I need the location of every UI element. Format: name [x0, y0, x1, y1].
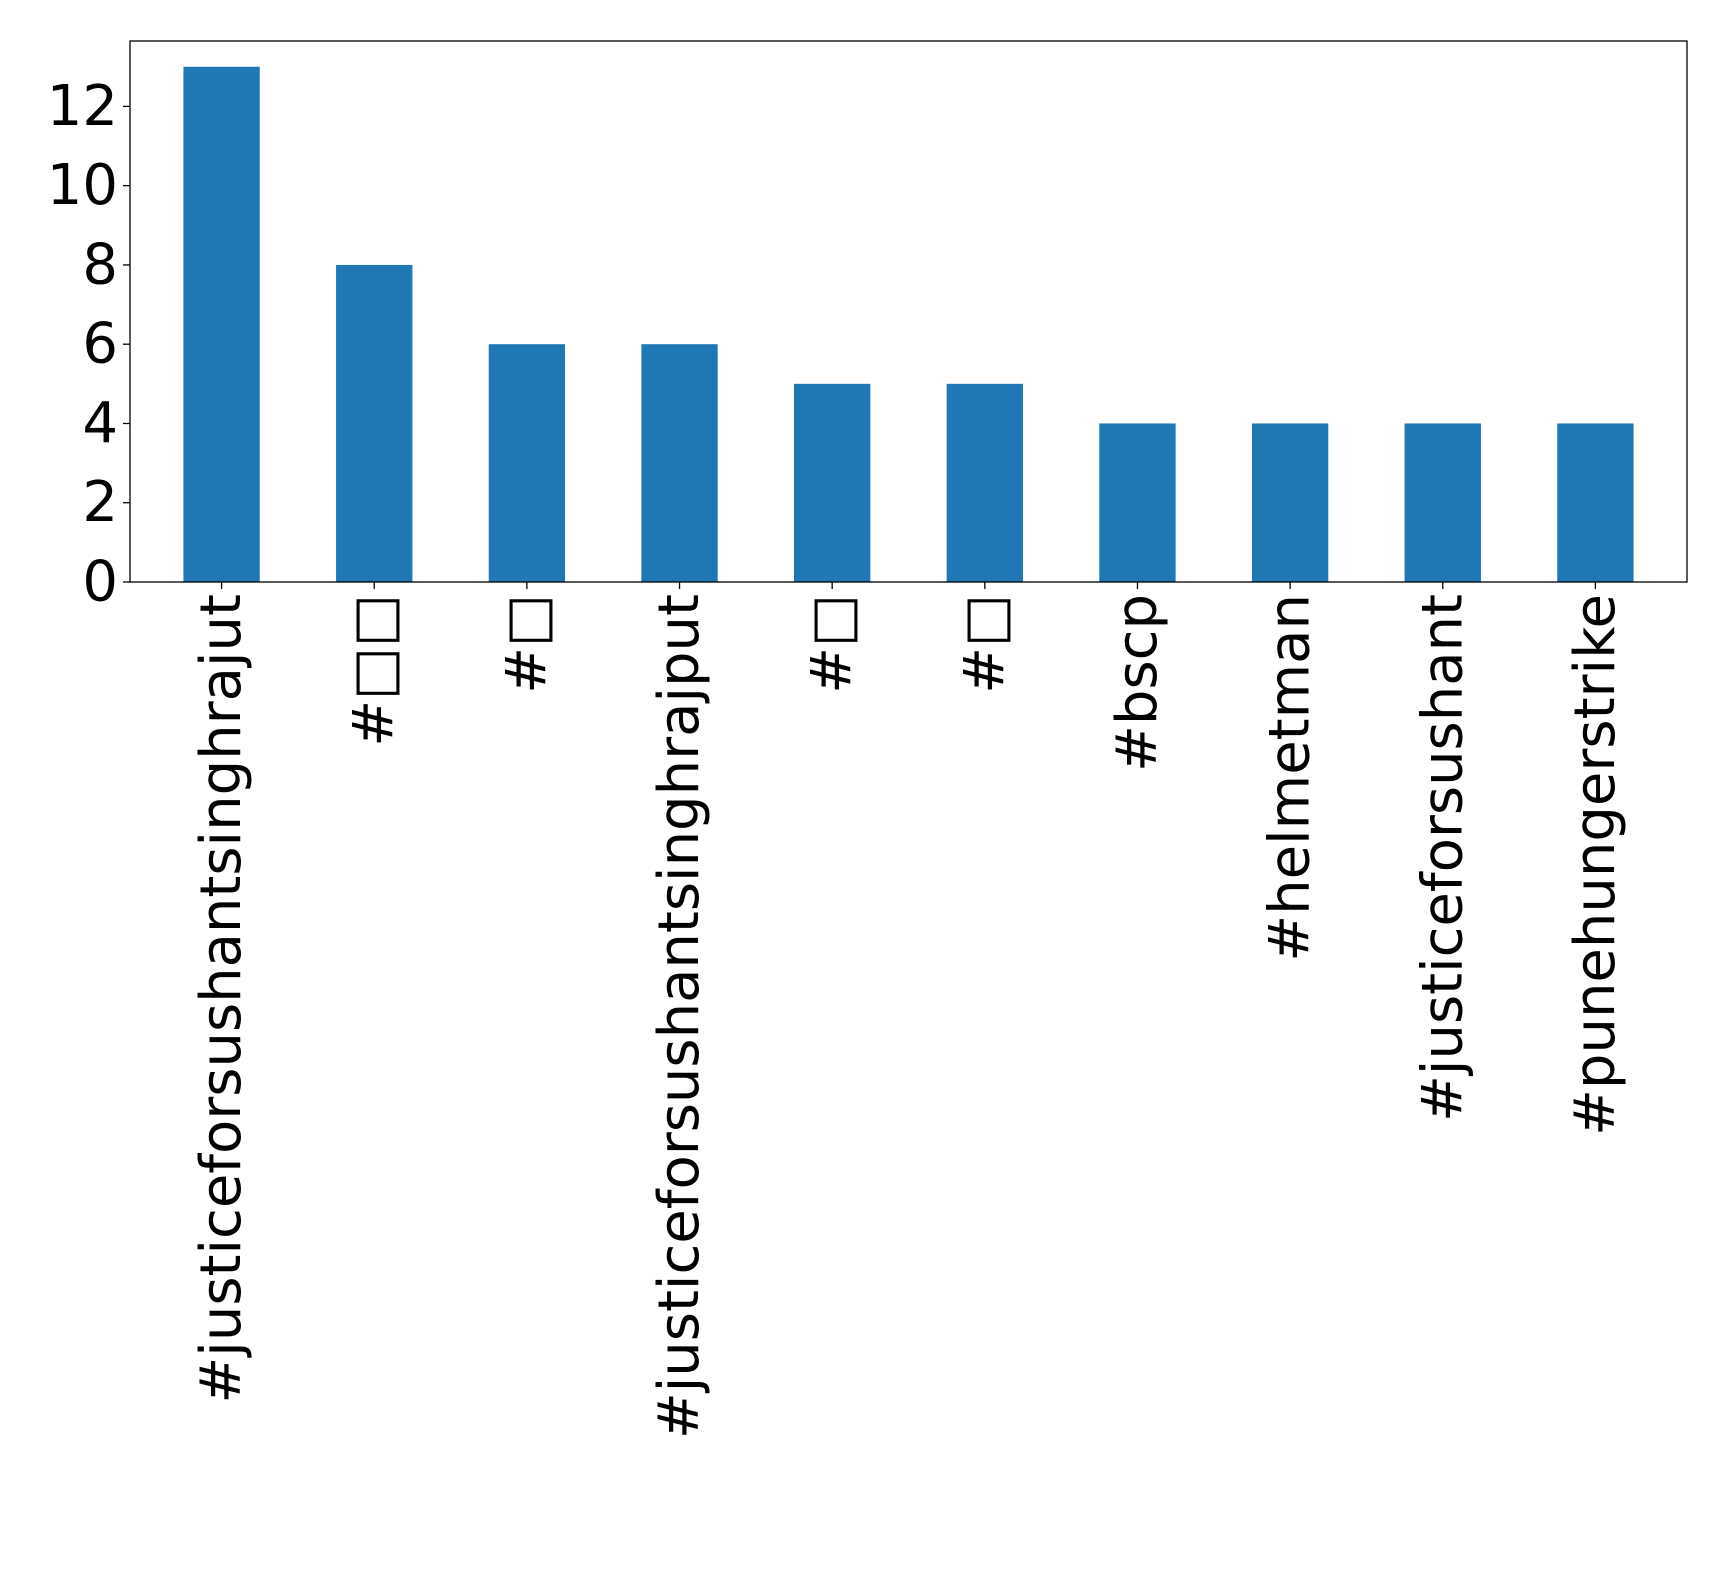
x-tick-label-4: #□	[800, 594, 865, 694]
bar-7	[1251, 423, 1329, 582]
y-tick-label-0: 0	[82, 550, 118, 615]
x-tick-label-3: #justiceforsushantsinghrajput	[647, 594, 712, 1439]
bar-5	[946, 383, 1023, 582]
bar-8	[1404, 423, 1481, 582]
y-tick-label-6: 12	[47, 74, 118, 139]
bars-layer	[183, 66, 1634, 582]
bar-6	[1099, 423, 1176, 582]
y-tick-label-2: 4	[82, 391, 118, 456]
x-tick-label-2: #□	[494, 594, 559, 694]
x-tick-label-0: #justiceforsushantsinghrajut	[189, 594, 254, 1404]
x-tick-label-6: #bscp	[1105, 594, 1170, 772]
x-tick-label-7: #helmetman	[1258, 594, 1323, 962]
y-tick-label-5: 10	[47, 153, 118, 218]
bar-9	[1557, 423, 1634, 582]
y-tick-label-1: 2	[82, 470, 118, 535]
bar-0	[183, 66, 260, 582]
bar-4	[794, 383, 871, 582]
x-tick-label-5: #□	[952, 594, 1017, 694]
x-tick-label-8: #justiceforsushant	[1410, 594, 1475, 1122]
plot-frame	[129, 40, 1688, 583]
bar-1	[336, 264, 413, 582]
x-tick-label-1: #□□	[342, 594, 407, 747]
x-ticks-layer: #justiceforsushantsinghrajut #□□ #□ #justic…	[189, 582, 1628, 1439]
bar-2	[488, 344, 566, 582]
x-tick-label-9: #punehungerstrike	[1563, 594, 1628, 1136]
bar-3	[641, 344, 718, 582]
y-tick-label-4: 8	[82, 232, 118, 297]
y-ticks-layer: 0 2 4 6 8 10 12	[47, 74, 130, 615]
y-tick-label-3: 6	[82, 312, 118, 377]
